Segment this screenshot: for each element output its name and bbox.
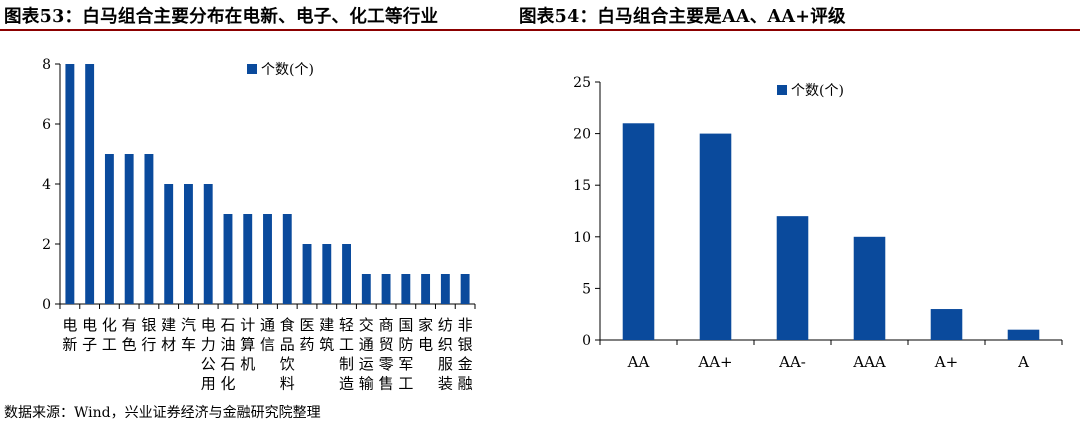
- industry-distribution-chart: 0 2 4 6 8 电新 电子 化工 有色 银行 建材 汽车 电力公用 石油石化 计算机 通信 食品饮料 医药 建筑…: [0, 32, 520, 400]
- bar: [263, 214, 272, 304]
- x-tick-label: 有色: [122, 316, 137, 354]
- y-tick-label: 8: [42, 57, 51, 73]
- x-tick-label: AA-: [778, 353, 806, 371]
- x-tick-label: 电新: [62, 316, 77, 354]
- title-divider: [0, 29, 1080, 31]
- x-tick-label: 石油石化: [220, 316, 235, 393]
- x-tick-label: 医药: [300, 316, 315, 354]
- bar: [361, 274, 371, 304]
- legend-swatch: [247, 64, 257, 74]
- x-tick-label: AAA: [852, 353, 886, 371]
- x-tick-label: 建筑: [319, 316, 334, 354]
- x-tick-label: 轻工制造: [339, 316, 354, 393]
- bar: [164, 184, 174, 304]
- x-tick-label: 国防军工: [398, 316, 413, 393]
- y-tick-label: 4: [42, 177, 51, 193]
- bar: [243, 214, 253, 304]
- chart-title-left: 图表53：白马组合主要分布在电新、电子、化工等行业: [4, 7, 439, 27]
- bar: [421, 274, 431, 304]
- bar: [401, 274, 411, 304]
- bar: [124, 154, 134, 304]
- bar: [930, 309, 963, 340]
- bar: [440, 274, 450, 304]
- bar: [853, 236, 886, 340]
- y-tick-label: 25: [573, 75, 591, 91]
- x-tick-label: 通信: [260, 316, 275, 354]
- x-tick-label: 家电: [418, 316, 433, 354]
- x-tick-label: 商贸零售: [379, 316, 394, 393]
- legend-label: 个数(个): [261, 62, 314, 78]
- x-tick-label: AA: [627, 353, 650, 371]
- bar: [460, 274, 470, 304]
- x-tick-label: 计算机: [240, 316, 255, 373]
- x-tick-label: A: [1017, 353, 1029, 371]
- bar: [184, 184, 193, 304]
- chart-title-right: 图表54：白马组合主要是AA、AA+评级: [519, 7, 846, 27]
- bar: [65, 64, 75, 304]
- legend-swatch: [777, 85, 787, 95]
- y-tick-label: 10: [573, 230, 591, 246]
- y-tick-label: 6: [42, 117, 51, 133]
- y-tick-label: 0: [582, 333, 591, 349]
- x-tick-label: 电力公用: [201, 316, 216, 393]
- bar: [104, 154, 114, 304]
- x-tick-label: 汽车: [181, 316, 196, 354]
- rating-distribution-chart: 0 5 10 15 20 25 AA AA+ AA- AAA A+ A 个数(个): [540, 32, 1080, 400]
- y-tick-label: 5: [582, 281, 591, 297]
- x-tick-label: 交通运输: [359, 316, 374, 393]
- x-tick-label: A+: [934, 353, 958, 371]
- source-note: 数据来源：Wind，兴业证券经济与金融研究院整理: [4, 405, 321, 421]
- x-tick-label: AA+: [697, 353, 732, 371]
- bar: [776, 216, 809, 340]
- bar: [223, 214, 233, 304]
- x-tick-label: 非银金融: [458, 316, 473, 393]
- x-tick-label: 纺织服装: [438, 316, 453, 393]
- x-tick-label: 化工: [102, 316, 117, 354]
- bar: [203, 184, 213, 304]
- x-tick-label: 电子: [82, 316, 97, 354]
- y-tick-label: 20: [573, 127, 591, 143]
- bar: [699, 133, 732, 340]
- industry-bar-chart-svg: 0 2 4 6 8 电新电子化工有色银行建材汽车电力公用石油石化计算机通信食品饮料医药建筑…: [42, 57, 476, 393]
- bar: [322, 244, 332, 304]
- bar: [282, 214, 292, 304]
- bar: [381, 274, 391, 304]
- x-tick-label: 食品饮料: [280, 316, 295, 393]
- legend-label: 个数(个): [791, 83, 844, 99]
- y-tick-label: 15: [573, 178, 591, 194]
- y-tick-label: 2: [42, 237, 51, 253]
- bar: [144, 154, 154, 304]
- bar: [622, 123, 655, 340]
- bar: [342, 244, 351, 304]
- bar: [302, 244, 312, 304]
- bar: [1007, 329, 1040, 340]
- title-row: 图表53：白马组合主要分布在电新、电子、化工等行业 图表54：白马组合主要是AA…: [0, 0, 1080, 31]
- y-tick-label: 0: [42, 297, 51, 313]
- x-tick-label: 银行: [141, 316, 156, 354]
- x-tick-label: 建材: [161, 316, 176, 354]
- bar: [85, 64, 95, 304]
